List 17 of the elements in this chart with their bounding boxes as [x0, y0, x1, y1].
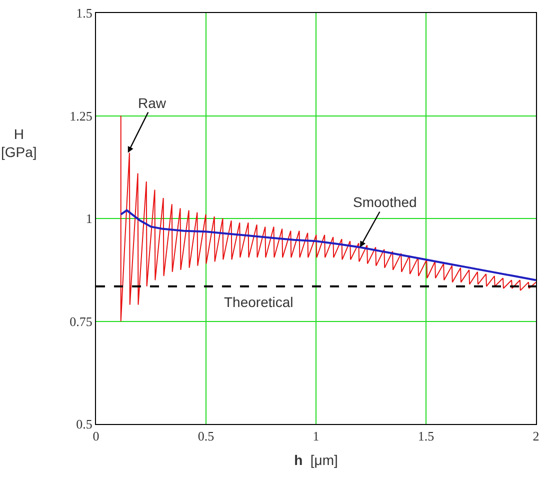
y-tick-label: 0.75	[70, 314, 92, 329]
line-series	[120, 209, 536, 282]
y-tick-label: 1.25	[70, 108, 92, 124]
x-tick-label: 0.5	[198, 428, 214, 444]
annotation: Raw	[138, 95, 167, 111]
x-axis-title: h [μm]	[294, 452, 338, 468]
annotation: Smoothed	[353, 194, 417, 210]
y-tick-label: 0.5	[76, 416, 92, 432]
ref-line-label: Theoretical	[224, 294, 294, 310]
x-tick-label: 2	[532, 428, 540, 444]
line-series	[120, 115, 536, 322]
x-tick-label: 1.5	[418, 428, 434, 444]
x-tick-label: 0	[92, 428, 100, 444]
y-axis-title: H [GPa]	[1, 126, 37, 160]
y-tick-label: 1.5	[76, 6, 92, 21]
y-tick-label: 1	[86, 211, 92, 226]
x-tick-label: 1	[312, 428, 320, 444]
